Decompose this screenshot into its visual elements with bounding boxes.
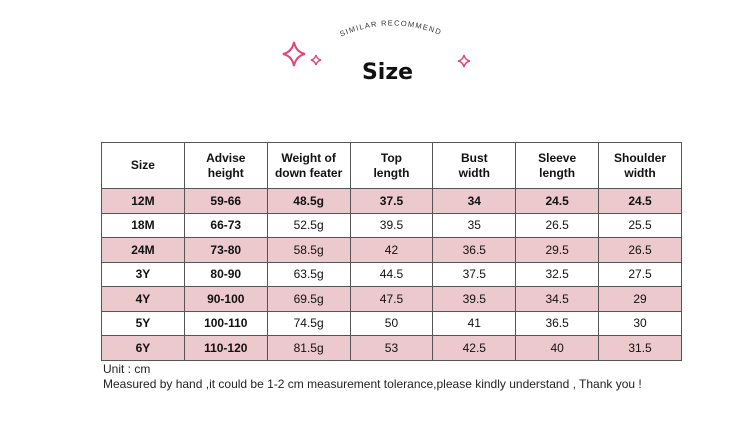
table-cell: 6Y [101, 335, 185, 361]
note: Unit : cm [103, 362, 151, 376]
header-decoration: SIMILAR RECOMMEND [282, 18, 471, 68]
sparkle [310, 54, 322, 66]
table-cell: 3Y [101, 261, 185, 287]
sparkle [457, 54, 471, 68]
table-cell: 12M [101, 188, 185, 214]
table-cell: 52.5g [266, 212, 351, 238]
header-row: Size Advise height Weight of down feater To… [101, 142, 682, 189]
table-cell: 32.5 [515, 261, 600, 287]
table-cell: 24.5 [515, 188, 600, 214]
table-cell: 37.5 [349, 188, 434, 214]
table-cell: 110-120 [183, 335, 268, 361]
table-cell: 40 [515, 335, 600, 361]
table-cell: 37.5 [432, 261, 517, 287]
subtitle-path: SIMILAR RECOMMEND [338, 18, 442, 38]
table-cell: 36.5 [515, 310, 600, 336]
table-cell: 26.5 [515, 212, 600, 238]
table-cell: 74.5g [266, 310, 351, 336]
table-cell: 69.5g [266, 286, 351, 312]
column-header: Advise height [183, 142, 268, 189]
table-row: 18M 66-73 52.5g 39.5 35 26.5 25.5 [101, 212, 682, 238]
table-row: 5Y 100-110 74.5g 50 41 36.5 30 [101, 310, 682, 336]
size-table: Size Advise height Weight of down feater To… [101, 142, 682, 361]
title: Size [361, 60, 414, 85]
column-header: Top length [349, 142, 434, 189]
table-cell: 29 [598, 286, 682, 312]
table-row: 24M 73-80 58.5g 42 36.5 29.5 26.5 [101, 237, 682, 263]
table-cell: 27.5 [598, 261, 682, 287]
table-cell: 34 [432, 188, 517, 214]
table-cell: 81.5g [266, 335, 351, 361]
table-cell: 29.5 [515, 237, 600, 263]
table-cell: 42 [349, 237, 434, 263]
table-cell: 58.5g [266, 237, 351, 263]
table-row: 3Y 80-90 63.5g 44.5 37.5 32.5 27.5 [101, 261, 682, 287]
table-cell: 80-90 [183, 261, 268, 287]
table-cell: 31.5 [598, 335, 682, 361]
table-cell: 59-66 [183, 188, 268, 214]
column-header: Weight of down feater [266, 142, 351, 189]
table-cell: 39.5 [349, 212, 434, 238]
note: Measured by hand ,it could be 1-2 cm mea… [103, 377, 642, 391]
table-cell: 35 [432, 212, 517, 238]
table-row: 12M 59-66 48.5g 37.5 34 24.5 24.5 [101, 188, 682, 214]
table-cell: 66-73 [183, 212, 268, 238]
table-cell: 44.5 [349, 261, 434, 287]
column-header: Shoulder width [598, 142, 682, 189]
subtitle: SIMILAR RECOMMEND [338, 18, 443, 38]
table-cell: 26.5 [598, 237, 682, 263]
table-cell: 36.5 [432, 237, 517, 263]
column-header: Sleeve length [515, 142, 600, 189]
table-cell: 90-100 [183, 286, 268, 312]
table-cell: 34.5 [515, 286, 600, 312]
table-cell: 24M [101, 237, 185, 263]
column-header: Size [101, 142, 185, 189]
table-row: 6Y 110-120 81.5g 53 42.5 40 31.5 [101, 335, 682, 361]
table-cell: 24.5 [598, 188, 682, 214]
table-row: 4Y 90-100 69.5g 47.5 39.5 34.5 29 [101, 286, 682, 312]
table-cell: 5Y [101, 310, 185, 336]
sparkle [282, 41, 306, 67]
table-cell: 63.5g [266, 261, 351, 287]
table-cell: 53 [349, 335, 434, 361]
table-cell: 30 [598, 310, 682, 336]
table-cell: 50 [349, 310, 434, 336]
table-cell: 4Y [101, 286, 185, 312]
column-header: Bust width [432, 142, 517, 189]
table-cell: 18M [101, 212, 185, 238]
table-cell: 42.5 [432, 335, 517, 361]
table-cell: 73-80 [183, 237, 268, 263]
table-cell: 47.5 [349, 286, 434, 312]
table-cell: 39.5 [432, 286, 517, 312]
table-cell: 41 [432, 310, 517, 336]
table-cell: 100-110 [183, 310, 268, 336]
table-cell: 25.5 [598, 212, 682, 238]
table-cell: 48.5g [266, 188, 351, 214]
